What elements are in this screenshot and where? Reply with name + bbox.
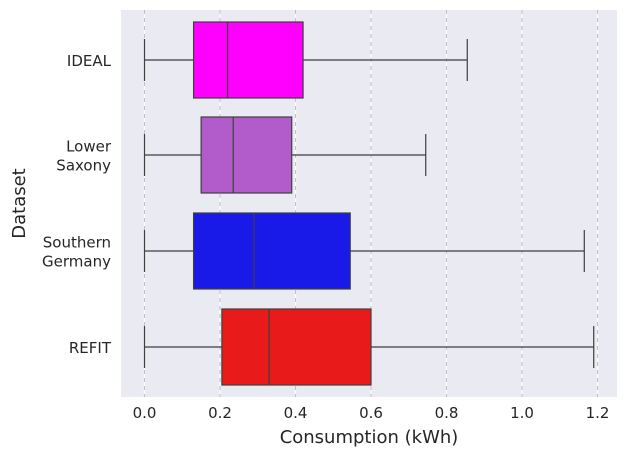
y-tick-label-3: REFIT — [69, 339, 112, 357]
x-tick-label-6: 1.2 — [586, 404, 610, 422]
y-tick-label-line: Saxony — [56, 157, 111, 175]
y-tick-label-line: Lower — [66, 138, 112, 156]
x-tick-label-2: 0.4 — [284, 404, 308, 422]
box-group-3 — [143, 308, 595, 386]
box-group-2 — [143, 212, 585, 290]
y-axis-label: Dataset — [9, 168, 30, 239]
box-group-1 — [143, 116, 427, 194]
x-tick-label-4: 0.8 — [435, 404, 459, 422]
box-0 — [192, 21, 304, 99]
x-tick-label-0: 0.0 — [133, 404, 157, 422]
y-tick-label-2: Southern Germany — [42, 234, 111, 271]
x-tick-label-3: 0.6 — [359, 404, 383, 422]
y-tick-label-line: REFIT — [69, 339, 112, 357]
box-plot-series — [143, 21, 595, 386]
x-tick-label-5: 1.0 — [510, 404, 534, 422]
box-group-0 — [143, 21, 468, 99]
box-1 — [200, 116, 293, 194]
x-tick-label-1: 0.2 — [208, 404, 232, 422]
y-tick-label-0: IDEAL — [67, 52, 112, 70]
y-tick-label-line: Germany — [42, 253, 111, 271]
y-tick-label-line: Southern — [43, 234, 111, 252]
x-axis-tick-labels: 0.0 0.2 0.4 0.6 0.8 1.0 1.2 — [133, 404, 610, 422]
y-tick-label-1: Lower Saxony — [56, 138, 112, 175]
box-2 — [192, 212, 351, 290]
box-3 — [221, 308, 372, 386]
x-axis-label: Consumption (kWh) — [280, 427, 459, 448]
y-axis-tick-labels: IDEAL Lower Saxony Southern Germany REFIT — [42, 52, 112, 357]
y-tick-label-line: IDEAL — [67, 52, 112, 70]
